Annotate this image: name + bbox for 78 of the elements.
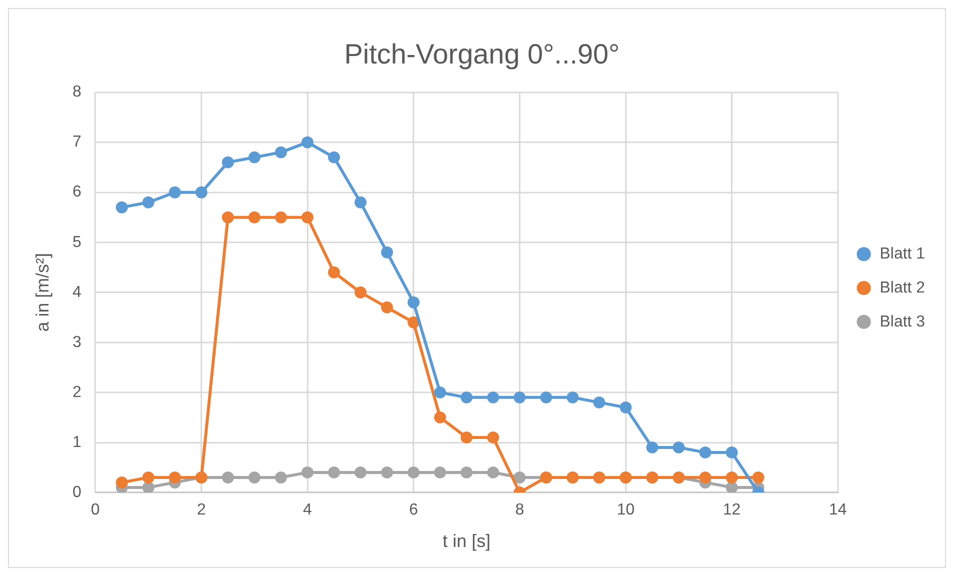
point xyxy=(408,316,420,328)
point xyxy=(381,301,394,314)
point xyxy=(514,391,526,404)
x-tick-label: 10 xyxy=(616,501,635,518)
point xyxy=(381,246,394,258)
point xyxy=(460,466,473,478)
point xyxy=(460,391,473,404)
point xyxy=(248,471,260,484)
y-tick-label: 8 xyxy=(72,84,82,101)
point xyxy=(274,211,287,224)
legend-label: Blatt 2 xyxy=(880,279,926,296)
point xyxy=(354,196,366,208)
x-tick-label: 4 xyxy=(303,501,312,518)
point xyxy=(116,476,128,488)
y-tick-label: 3 xyxy=(72,334,82,351)
point xyxy=(620,401,632,414)
chart-title: Pitch-Vorgang 0°...90° xyxy=(344,38,620,70)
point xyxy=(354,466,366,478)
point xyxy=(434,466,446,478)
point xyxy=(301,211,314,224)
x-tick-label: 8 xyxy=(515,501,524,518)
point xyxy=(752,471,764,484)
x-axis-title: t in [s] xyxy=(442,531,491,552)
point xyxy=(460,431,473,444)
x-tick-label: 14 xyxy=(828,501,847,518)
point xyxy=(274,146,287,158)
point xyxy=(248,211,260,224)
point xyxy=(142,481,154,492)
point xyxy=(699,446,712,458)
point xyxy=(116,201,128,214)
y-tick-label: 1 xyxy=(72,434,82,451)
point xyxy=(142,196,154,208)
point xyxy=(328,266,340,278)
point xyxy=(248,151,260,164)
point xyxy=(222,156,234,168)
point xyxy=(381,466,394,478)
point xyxy=(487,391,500,404)
point xyxy=(487,466,500,478)
point xyxy=(328,466,340,478)
point xyxy=(222,471,234,484)
y-axis-title: a in [m/s²] xyxy=(32,253,53,332)
point xyxy=(301,136,314,148)
point xyxy=(328,151,340,164)
y-tick-label: 2 xyxy=(72,384,82,401)
x-tick-label: 6 xyxy=(409,501,418,518)
point xyxy=(593,396,606,408)
point xyxy=(274,471,287,484)
point xyxy=(195,186,208,198)
legend-label: Blatt 1 xyxy=(880,246,926,263)
point xyxy=(540,391,552,404)
point xyxy=(566,391,579,404)
y-tick-label: 4 xyxy=(72,284,82,301)
y-tick-label: 6 xyxy=(72,184,82,201)
point xyxy=(672,441,685,454)
point xyxy=(168,186,181,198)
point xyxy=(487,431,500,444)
point xyxy=(726,446,738,458)
y-tick-label: 0 xyxy=(72,484,82,501)
x-tick-label: 12 xyxy=(722,501,741,518)
point xyxy=(434,386,446,398)
point xyxy=(301,466,314,478)
point xyxy=(408,466,420,478)
point xyxy=(354,286,366,298)
point xyxy=(726,481,738,492)
point xyxy=(646,441,658,454)
point xyxy=(142,471,154,484)
point xyxy=(408,296,420,308)
point xyxy=(168,471,181,484)
y-tick-label: 5 xyxy=(72,234,82,251)
point xyxy=(434,411,446,424)
point xyxy=(514,471,526,484)
point xyxy=(726,471,738,484)
point xyxy=(699,471,712,484)
x-tick-label: 0 xyxy=(90,501,100,518)
legend-label: Blatt 3 xyxy=(880,313,926,330)
y-tick-label: 7 xyxy=(72,134,82,151)
x-tick-label: 2 xyxy=(196,501,206,518)
point xyxy=(222,211,234,224)
